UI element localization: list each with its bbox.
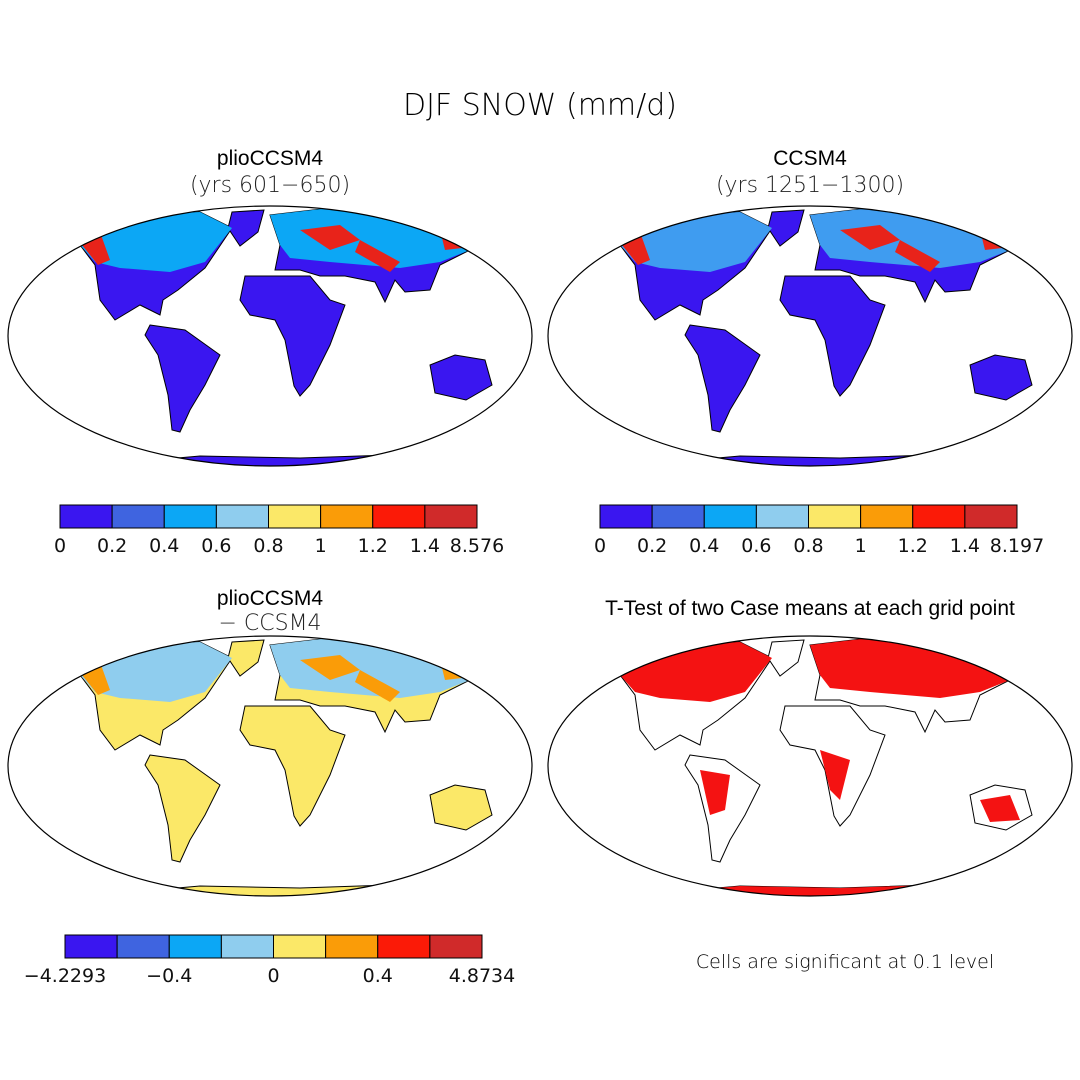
colorbar-label: 1.2 bbox=[358, 535, 388, 557]
note: Cells are significant at 0.1 level bbox=[696, 951, 994, 973]
colorbar-swatch bbox=[64, 934, 118, 959]
colorbar-label: −4.2293 bbox=[24, 965, 106, 987]
colorbar-label: 1 bbox=[855, 535, 867, 557]
colorbar-swatch bbox=[424, 504, 478, 529]
colorbar-label: 8.197 bbox=[990, 535, 1044, 557]
colorbar-swatch bbox=[59, 504, 113, 529]
colorbar-label: 1 bbox=[315, 535, 327, 557]
colorbar-swatch bbox=[703, 504, 757, 529]
colorbar-label: 0.2 bbox=[97, 535, 127, 557]
colorbar-swatch bbox=[860, 504, 914, 529]
colorbar-swatch bbox=[116, 934, 170, 959]
map bbox=[609, 207, 1033, 466]
colorbar-swatch bbox=[320, 504, 374, 529]
colorbar-label: 1.2 bbox=[898, 535, 928, 557]
panel-subtitle: − CCSM4 bbox=[218, 611, 321, 636]
colorbar-label: 0.8 bbox=[793, 535, 823, 557]
colorbar-swatch bbox=[268, 504, 322, 529]
panel-title: CCSM4 bbox=[773, 147, 847, 170]
panel-title: plioCCSM4 bbox=[217, 147, 324, 170]
colorbar-swatch bbox=[168, 934, 222, 959]
colorbar-swatch bbox=[215, 504, 269, 529]
colorbar-label: 4.8734 bbox=[449, 965, 515, 987]
map-border bbox=[547, 635, 1073, 897]
colorbar-label: 1.4 bbox=[950, 535, 980, 557]
map bbox=[69, 207, 493, 466]
colorbar-label: 0.4 bbox=[149, 535, 179, 557]
colorbar-swatch bbox=[163, 504, 217, 529]
colorbar-swatch bbox=[377, 934, 431, 959]
colorbar-swatch bbox=[912, 504, 966, 529]
panel-title: T-Test of two Case means at each grid po… bbox=[605, 597, 1015, 620]
colorbar-swatch bbox=[964, 504, 1018, 529]
colorbar-swatch bbox=[220, 934, 274, 959]
colorbar-label: 0 bbox=[54, 535, 66, 557]
panel-subtitle: (yrs 601−650) bbox=[190, 173, 350, 198]
map-border bbox=[7, 205, 533, 467]
colorbar-swatch bbox=[599, 504, 653, 529]
map-panel: CCSM4 (yrs 1251−1300) bbox=[547, 147, 1073, 467]
colorbar-label: 0.8 bbox=[253, 535, 283, 557]
colorbar-label: 1.4 bbox=[410, 535, 440, 557]
map bbox=[69, 637, 493, 896]
colorbar-swatch bbox=[429, 934, 483, 959]
colorbar-label: 0.4 bbox=[689, 535, 719, 557]
map-panel: T-Test of two Case means at each grid po… bbox=[547, 597, 1073, 973]
colorbar-label: 0.2 bbox=[637, 535, 667, 557]
colorbar-label: 0.4 bbox=[363, 965, 393, 987]
colorbar-label: 0 bbox=[267, 965, 279, 987]
map-border bbox=[7, 635, 533, 897]
colorbar-swatch bbox=[372, 504, 426, 529]
colorbar-label: 0 bbox=[594, 535, 606, 557]
colorbar-swatch bbox=[273, 934, 327, 959]
map bbox=[609, 637, 1033, 896]
colorbar-swatch bbox=[111, 504, 165, 529]
colorbar-swatch bbox=[325, 934, 379, 959]
colorbar-swatch bbox=[755, 504, 809, 529]
map-border bbox=[547, 205, 1073, 467]
colorbar-label: 0.6 bbox=[201, 535, 231, 557]
colorbar-label: 0.6 bbox=[741, 535, 771, 557]
colorbar-label: 8.576 bbox=[450, 535, 504, 557]
panel-title: plioCCSM4 bbox=[217, 587, 324, 610]
colorbar-swatch bbox=[651, 504, 705, 529]
panel-subtitle: (yrs 1251−1300) bbox=[716, 173, 904, 198]
map-panel: plioCCSM4 − CCSM4 bbox=[7, 587, 533, 897]
figure-title: DJF SNOW (mm/d) bbox=[403, 88, 677, 123]
map-panel: plioCCSM4 (yrs 601−650) bbox=[7, 147, 533, 467]
colorbar-swatch bbox=[808, 504, 862, 529]
colorbar-label: −0.4 bbox=[146, 965, 192, 987]
